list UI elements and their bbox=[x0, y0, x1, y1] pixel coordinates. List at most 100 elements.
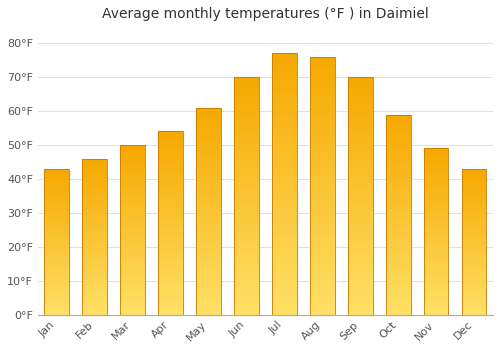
Bar bbox=[120, 215, 145, 216]
Bar bbox=[310, 163, 334, 165]
Bar bbox=[348, 296, 372, 298]
Bar bbox=[82, 279, 107, 280]
Bar bbox=[348, 313, 372, 315]
Bar bbox=[424, 212, 448, 213]
Bar bbox=[120, 238, 145, 240]
Bar bbox=[348, 203, 372, 205]
Bar bbox=[310, 266, 334, 268]
Bar bbox=[120, 300, 145, 301]
Bar bbox=[158, 313, 183, 315]
Bar bbox=[158, 261, 183, 264]
Bar bbox=[424, 312, 448, 313]
Bar bbox=[44, 179, 69, 181]
Bar bbox=[158, 254, 183, 256]
Bar bbox=[310, 245, 334, 248]
Bar bbox=[82, 224, 107, 226]
Bar bbox=[196, 128, 221, 131]
Bar bbox=[234, 198, 259, 201]
Bar bbox=[120, 154, 145, 155]
Bar bbox=[158, 245, 183, 247]
Bar bbox=[120, 254, 145, 256]
Bar bbox=[120, 312, 145, 313]
Bar bbox=[462, 242, 486, 243]
Bar bbox=[196, 263, 221, 265]
Bar bbox=[82, 173, 107, 174]
Bar bbox=[386, 145, 410, 147]
Bar bbox=[44, 201, 69, 202]
Bar bbox=[44, 302, 69, 303]
Bar bbox=[234, 77, 259, 315]
Bar bbox=[44, 188, 69, 189]
Bar bbox=[44, 300, 69, 302]
Bar bbox=[196, 187, 221, 189]
Bar bbox=[196, 236, 221, 238]
Bar bbox=[158, 174, 183, 175]
Bar bbox=[82, 251, 107, 252]
Bar bbox=[196, 207, 221, 209]
Bar bbox=[462, 186, 486, 188]
Bar bbox=[44, 258, 69, 259]
Bar bbox=[82, 288, 107, 290]
Bar bbox=[424, 255, 448, 257]
Bar bbox=[424, 293, 448, 295]
Bar bbox=[44, 183, 69, 185]
Bar bbox=[44, 268, 69, 270]
Bar bbox=[348, 234, 372, 236]
Bar bbox=[424, 245, 448, 247]
Bar bbox=[196, 135, 221, 137]
Bar bbox=[386, 155, 410, 156]
Bar bbox=[386, 117, 410, 119]
Bar bbox=[272, 299, 296, 302]
Bar bbox=[386, 167, 410, 169]
Bar bbox=[158, 234, 183, 236]
Bar bbox=[348, 303, 372, 305]
Bar bbox=[272, 252, 296, 255]
Bar bbox=[348, 239, 372, 241]
Bar bbox=[196, 149, 221, 151]
Bar bbox=[196, 215, 221, 217]
Bar bbox=[424, 253, 448, 255]
Bar bbox=[424, 272, 448, 273]
Bar bbox=[158, 133, 183, 135]
Bar bbox=[386, 153, 410, 155]
Bar bbox=[44, 246, 69, 248]
Bar bbox=[158, 221, 183, 223]
Bar bbox=[424, 303, 448, 305]
Bar bbox=[310, 284, 334, 286]
Bar bbox=[196, 222, 221, 224]
Bar bbox=[348, 108, 372, 111]
Bar bbox=[158, 185, 183, 187]
Bar bbox=[196, 219, 221, 222]
Bar bbox=[196, 238, 221, 240]
Bar bbox=[386, 311, 410, 313]
Bar bbox=[424, 150, 448, 152]
Bar bbox=[310, 232, 334, 235]
Bar bbox=[158, 227, 183, 229]
Bar bbox=[310, 271, 334, 273]
Bar bbox=[234, 120, 259, 122]
Bar bbox=[462, 243, 486, 245]
Bar bbox=[82, 302, 107, 304]
Bar bbox=[272, 286, 296, 289]
Bar bbox=[44, 182, 69, 183]
Bar bbox=[310, 116, 334, 119]
Bar bbox=[272, 111, 296, 113]
Bar bbox=[348, 244, 372, 246]
Bar bbox=[462, 207, 486, 208]
Bar bbox=[196, 145, 221, 147]
Bar bbox=[348, 122, 372, 125]
Bar bbox=[310, 250, 334, 253]
Bar bbox=[272, 59, 296, 61]
Bar bbox=[310, 160, 334, 163]
Bar bbox=[386, 220, 410, 223]
Bar bbox=[196, 230, 221, 232]
Bar bbox=[44, 277, 69, 278]
Bar bbox=[348, 165, 372, 167]
Bar bbox=[120, 194, 145, 196]
Bar bbox=[348, 248, 372, 251]
Bar bbox=[462, 293, 486, 294]
Bar bbox=[158, 214, 183, 216]
Bar bbox=[82, 241, 107, 243]
Bar bbox=[82, 198, 107, 199]
Bar bbox=[82, 209, 107, 210]
